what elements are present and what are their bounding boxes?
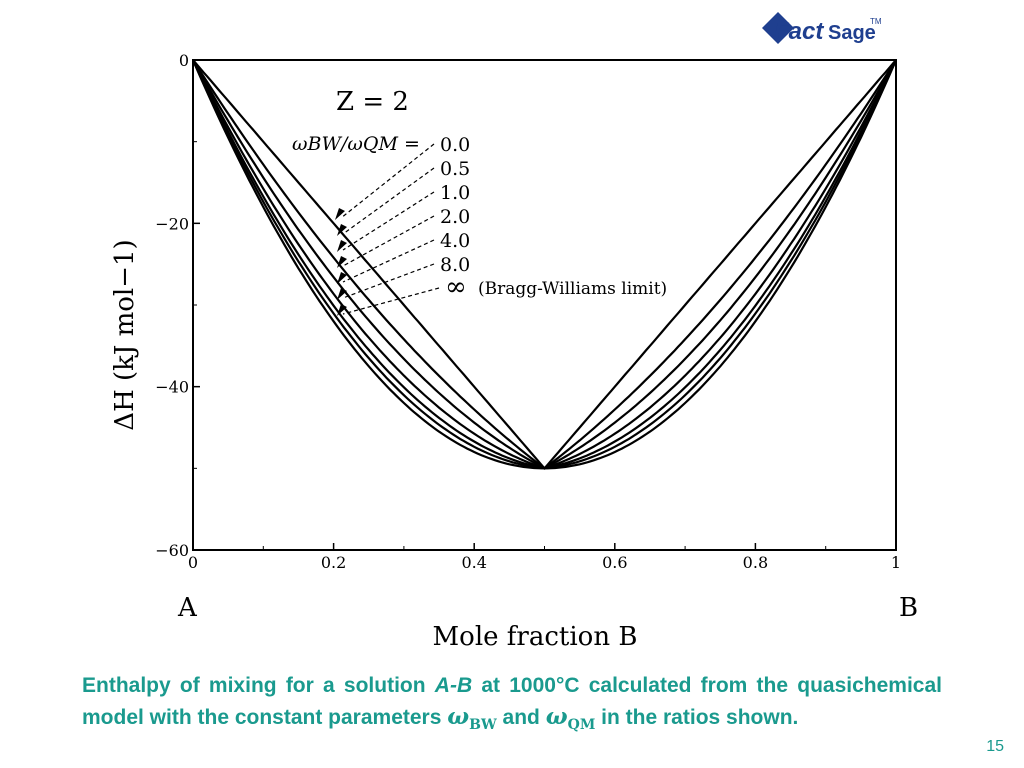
ratio-labels: 0.00.51.02.04.08.0∞ — [440, 134, 470, 302]
series-curve-4 — [192, 59, 897, 470]
ratio-label-3: 2.0 — [440, 206, 470, 228]
series-curve-3 — [192, 59, 897, 470]
leader-lines — [335, 143, 440, 316]
leader-line-1 — [342, 167, 435, 235]
leader-line-2 — [342, 191, 435, 251]
x-tick-label-3: 0.6 — [602, 553, 627, 572]
leader-line-6 — [342, 287, 440, 315]
bragg-williams-note: (Bragg-Williams limit) — [478, 279, 667, 299]
ratio-label-4: 4.0 — [440, 230, 470, 252]
x-axis-ticks: 0 0.2 0.4 0.6 0.8 1 — [188, 543, 901, 572]
leader-arrow-3 — [337, 256, 347, 268]
logo-tm: TM — [870, 17, 882, 26]
x-tick-label-2: 0.4 — [461, 553, 486, 572]
x-tick-label-1: 0.2 — [321, 553, 346, 572]
caption-sub-qm: QM — [567, 717, 596, 734]
caption-part2: at 1000°C calculated from the quasichemi… — [82, 674, 942, 729]
caption-dash: - — [449, 674, 457, 697]
ratio-label-6: ∞ — [445, 272, 467, 302]
leader-arrow-0 — [335, 208, 345, 220]
x-tick-label-4: 0.8 — [743, 553, 768, 572]
logo-text-sub: Sage — [828, 22, 876, 44]
caption-omega-qm: ω — [545, 703, 568, 730]
ratio-label-2: 1.0 — [440, 182, 470, 204]
annotation-title: Z = 2 — [336, 87, 409, 117]
caption-a: A — [434, 674, 450, 697]
enthalpy-chart: 0 0.2 0.4 0.6 0.8 1 0 −20 −40 −60 A B Mole fract… — [110, 51, 918, 652]
y-tick-label-3: −60 — [155, 541, 189, 560]
logo-text-main: Fact — [774, 18, 824, 45]
end-label-b: B — [899, 593, 918, 623]
caption-part3: in the ratios shown. — [595, 706, 799, 729]
series-curve-0 — [192, 59, 897, 470]
end-label-a: A — [177, 593, 198, 623]
figure-caption: Enthalpy of mixing for a solution A-B at… — [82, 670, 942, 741]
caption-part1: Enthalpy of mixing for a solution — [82, 674, 435, 697]
y-tick-label-1: −20 — [155, 214, 189, 233]
leader-line-0 — [340, 143, 435, 219]
x-tick-label-0: 0 — [188, 553, 198, 572]
caption-sub-bw: BW — [469, 717, 497, 734]
page-number: 15 — [986, 738, 1004, 755]
x-axis-label: Mole fraction B — [433, 622, 638, 652]
leader-line-4 — [342, 239, 435, 283]
ratio-label-5: 8.0 — [440, 254, 470, 276]
ratio-label-0: 0.0 — [440, 134, 470, 156]
leader-arrow-6 — [337, 304, 347, 316]
series-curve-1 — [192, 59, 897, 470]
series-curve-5 — [191, 59, 898, 470]
series-curve-2 — [192, 59, 897, 470]
caption-b: B — [456, 674, 473, 697]
leader-line-5 — [342, 263, 435, 299]
y-axis-ticks: 0 −20 −40 −60 — [155, 51, 200, 560]
y-tick-label-2: −40 — [155, 378, 189, 397]
leader-arrow-4 — [337, 272, 347, 284]
x-tick-label-5: 1 — [891, 553, 901, 572]
series-curve-6 — [191, 59, 898, 470]
leader-arrow-5 — [337, 288, 347, 300]
series-curves — [191, 59, 898, 470]
logo-diamond — [762, 12, 794, 44]
leader-line-3 — [342, 215, 435, 267]
caption-and: and — [496, 706, 546, 729]
caption-omega-bw: ω — [447, 703, 470, 730]
leader-arrow-1 — [337, 224, 347, 236]
leader-arrow-2 — [337, 240, 347, 252]
factsage-logo: Fact Sage TM — [762, 12, 882, 45]
annotation-ratio-label: ωBW/ωQM = — [292, 133, 420, 155]
y-tick-label-0: 0 — [179, 51, 189, 70]
y-axis-label: ΔH (kJ mol−1) — [110, 239, 140, 430]
ratio-label-1: 0.5 — [440, 158, 470, 180]
